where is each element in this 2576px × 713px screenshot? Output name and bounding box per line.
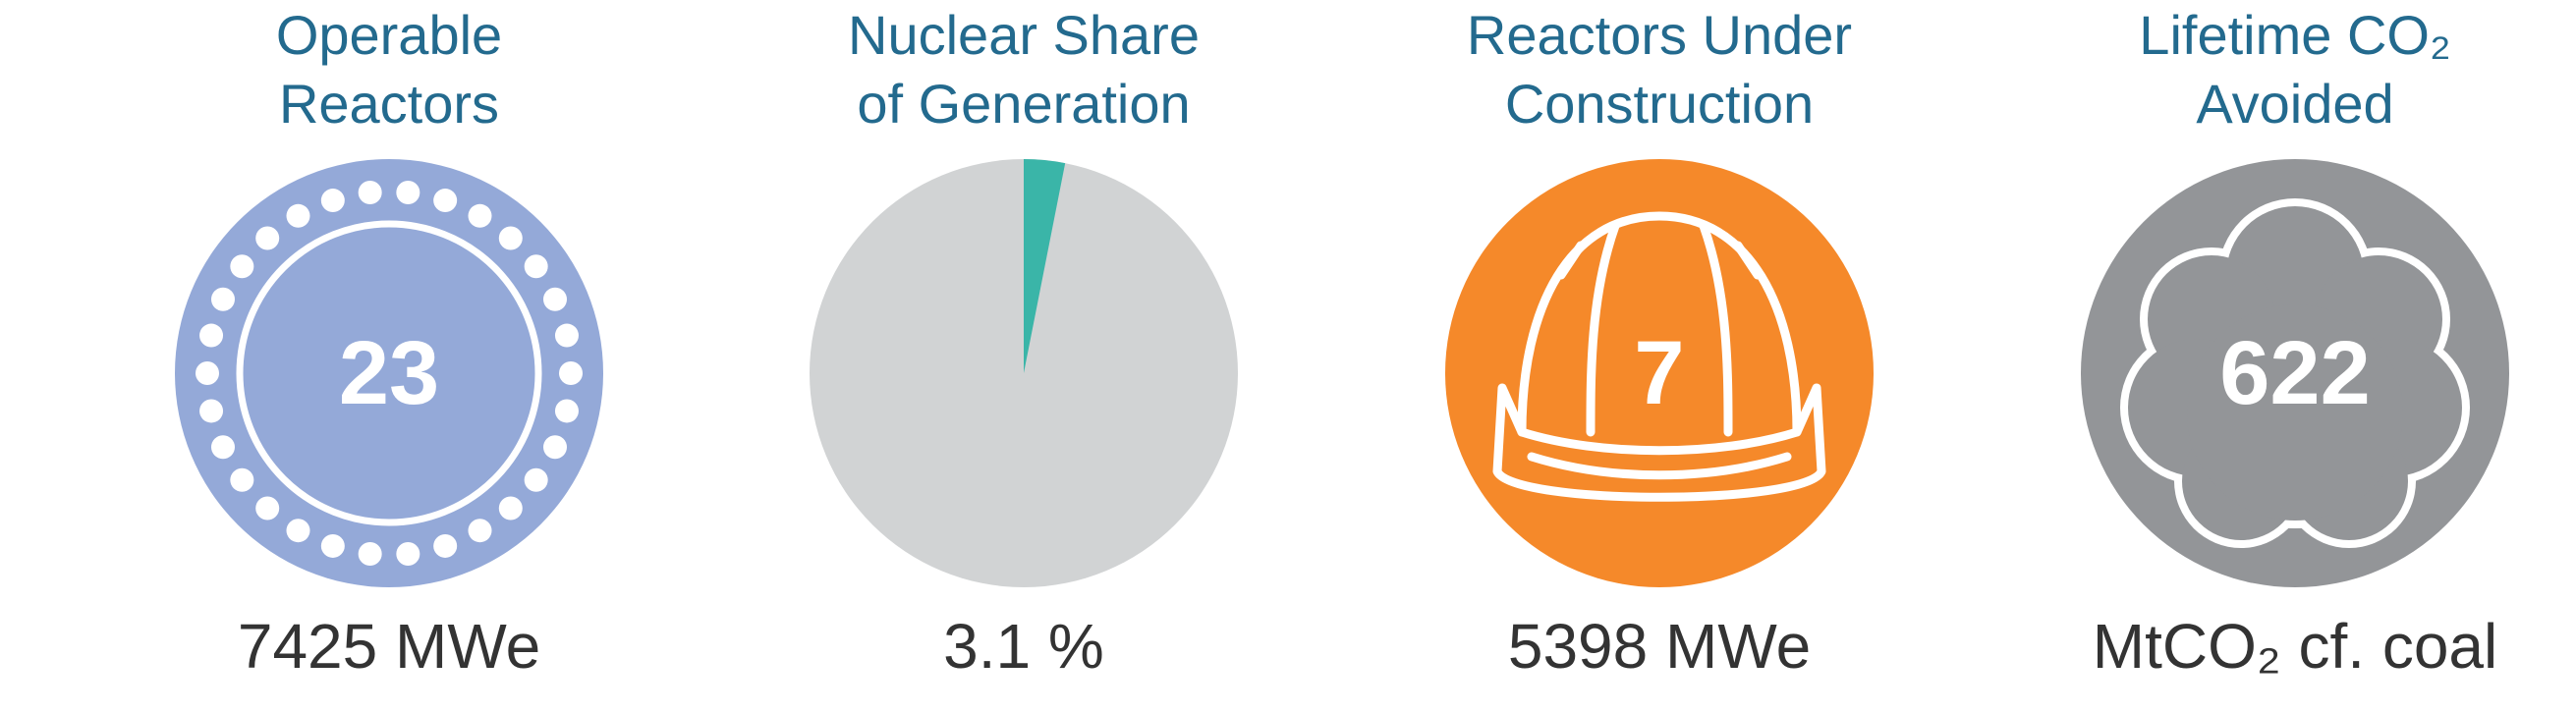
dot [433,533,458,558]
dot [524,254,548,279]
dot [468,203,492,228]
dot [358,181,382,205]
dot [543,435,568,460]
panel-caption: 5398 MWe [1508,611,1811,682]
dot [255,496,280,521]
panel-title: Nuclear Share [848,4,1200,66]
panel: Lifetime CO₂ Avoided 622 MtCO₂ cf. coal [2081,4,2509,682]
panel-title: Avoided [2196,73,2393,135]
panel: Reactors Under Construction 7 5398 MWe [1445,4,1874,682]
dot [286,519,310,543]
center-value: 23 [339,323,439,423]
dot [498,496,523,521]
dot [320,189,345,213]
dot [230,254,254,279]
center-value: 7 [1634,323,1684,423]
dot [396,181,420,205]
panel-title: Operable [276,4,502,66]
dot [498,226,523,250]
dot [320,533,345,558]
dot [199,399,224,423]
pie-slice [1024,159,1066,373]
panel-title: Reactors Under [1467,4,1852,66]
dot [210,435,235,460]
dot [286,203,310,228]
dot [559,361,583,385]
dot [433,189,458,213]
panel-title: Reactors [279,73,499,135]
ring [236,220,542,526]
dot [554,399,579,423]
dot [524,467,548,492]
panel: Operable Reactors 23 7425 MWe [175,4,603,682]
center-value: 622 [2219,323,2371,423]
hat-brim [1492,383,1826,502]
dot [468,519,492,543]
dot [358,541,382,566]
panel-caption: 3.1 % [943,611,1104,682]
dot [255,226,280,250]
dot [396,541,420,566]
dot [199,323,224,348]
dot [543,287,568,311]
hat-ribs [1556,221,1763,437]
panel-caption: 7425 MWe [238,611,540,682]
panel-title: Lifetime CO₂ [2139,4,2450,66]
badge [1445,159,1874,587]
dot [210,287,235,311]
panel-title: Construction [1505,73,1814,135]
dot [196,361,219,385]
cloud-fill [2187,304,2403,521]
dot [554,323,579,348]
hat-dome [1517,211,1802,437]
panel: Nuclear Share of Generation 3.1 % [810,4,1238,682]
panel-title: of Generation [857,73,1190,135]
dot [230,467,254,492]
panel-caption: MtCO₂ cf. coal [2093,611,2497,682]
